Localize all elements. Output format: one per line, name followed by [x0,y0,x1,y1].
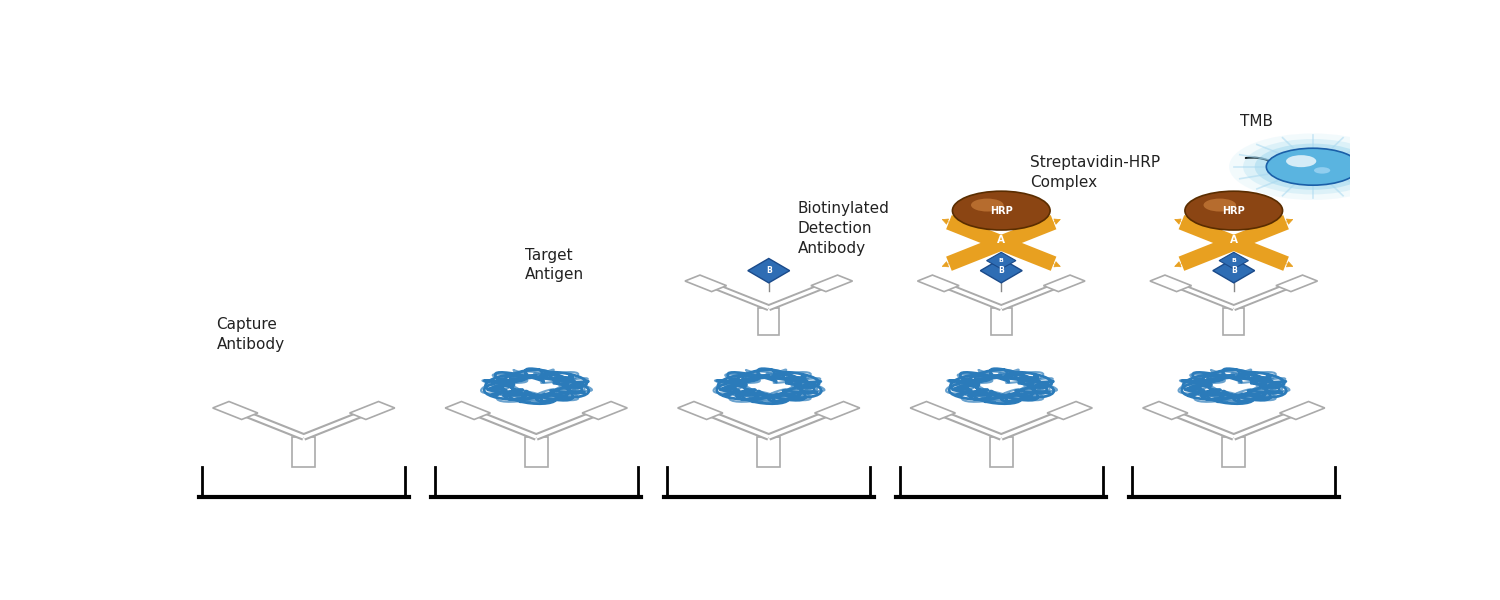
Bar [1044,275,1084,292]
Circle shape [1228,133,1397,200]
Bar [918,275,958,292]
Bar [758,437,780,467]
Bar [678,401,723,419]
Circle shape [1314,167,1330,173]
Text: B: B [1232,266,1236,275]
Text: B: B [766,266,771,275]
Bar [990,308,1012,335]
Bar [990,437,1012,467]
Circle shape [1286,155,1317,167]
Bar [686,275,726,292]
Polygon shape [748,259,789,283]
Polygon shape [981,259,1022,283]
Circle shape [1266,148,1359,185]
Text: B: B [1232,258,1236,263]
Bar [1276,275,1317,292]
Polygon shape [1220,252,1248,269]
Polygon shape [1214,259,1254,283]
Circle shape [970,199,1004,212]
Bar [525,437,548,467]
Text: B: B [999,258,1004,263]
Circle shape [952,191,1050,230]
Bar [350,401,394,419]
Text: Target
Antigen: Target Antigen [525,248,584,283]
Bar [582,401,627,419]
Bar [758,308,780,335]
Text: B: B [999,266,1004,275]
Circle shape [1203,199,1236,212]
Bar [1222,308,1245,335]
Text: HRP: HRP [990,206,1012,215]
Bar [292,437,315,467]
Bar [1143,401,1188,419]
Circle shape [1244,139,1383,194]
Circle shape [1185,191,1282,230]
Bar [812,275,852,292]
Bar [446,401,491,419]
Text: Streptavidin-HRP
Complex: Streptavidin-HRP Complex [1030,155,1161,190]
Bar [213,401,258,419]
Bar [1222,437,1245,467]
Bar [815,401,860,419]
Text: A: A [998,235,1005,245]
Text: A: A [1230,235,1238,245]
Text: Biotinylated
Detection
Antibody: Biotinylated Detection Antibody [798,202,889,256]
Text: HRP: HRP [1222,206,1245,215]
Text: TMB: TMB [1239,113,1272,128]
Bar [1047,401,1092,419]
Bar [910,401,956,419]
Bar [1150,275,1191,292]
Polygon shape [987,252,1016,269]
Circle shape [1254,143,1371,190]
Text: Capture
Antibody: Capture Antibody [216,317,285,352]
Bar [1280,401,1324,419]
